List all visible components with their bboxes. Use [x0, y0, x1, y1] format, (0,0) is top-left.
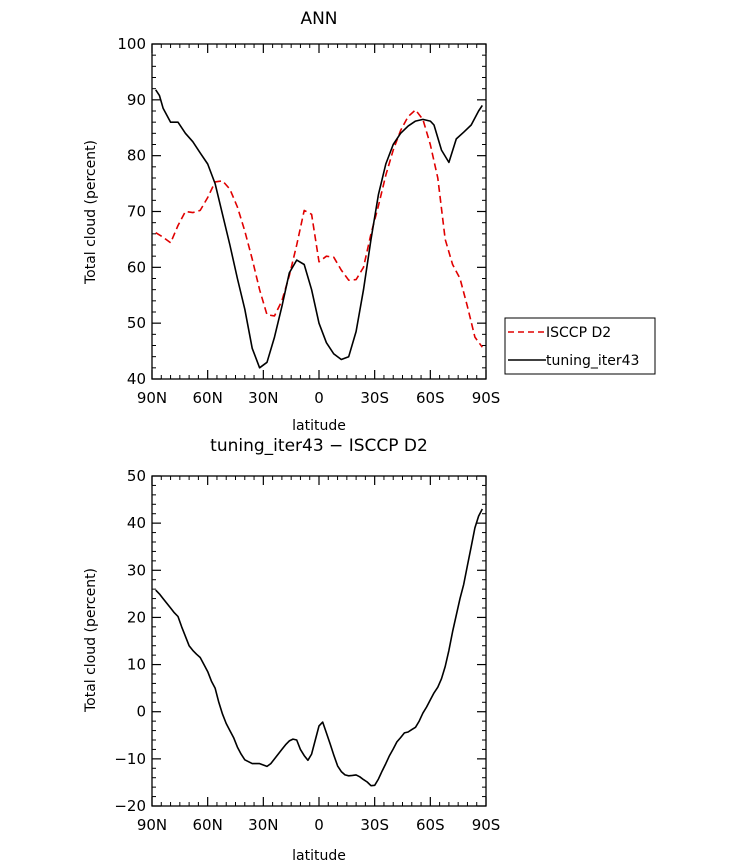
y-tick-label: −10 [114, 750, 146, 768]
legend-label-model: tuning_iter43 [546, 353, 639, 369]
y-tick-label: 60 [127, 258, 146, 276]
x-tick-label: 30S [360, 816, 389, 834]
y-axis-label: Total cloud (percent) [83, 140, 99, 285]
series-line-difference [155, 508, 484, 787]
series-line-isccp-d2 [155, 109, 483, 348]
plot-frame [151, 475, 487, 807]
panel-title: tuning_iter43 − ISCCP D2 [210, 436, 428, 456]
x-tick-label: 90S [472, 389, 501, 407]
y-tick-label: 40 [127, 514, 146, 532]
x-tick-label: 30S [360, 389, 389, 407]
legend-box [504, 317, 656, 375]
series-line-tuning-iter43 [155, 89, 483, 369]
y-tick-label: 50 [127, 314, 146, 332]
x-tick-label: 60N [193, 389, 223, 407]
x-axis-label: latitude [292, 848, 346, 864]
x-tick-label: 0 [314, 816, 324, 834]
x-tick-label: 90N [137, 816, 167, 834]
y-tick-label: −20 [114, 797, 146, 815]
x-tick-label: 30N [248, 389, 278, 407]
y-tick-label: 20 [127, 608, 146, 626]
legend-label-isccp: ISCCP D2 [546, 325, 611, 341]
y-axis-label: Total cloud (percent) [83, 568, 99, 713]
x-tick-label: 60S [416, 389, 445, 407]
y-tick-label: 10 [127, 656, 146, 674]
y-tick-label: 100 [117, 35, 146, 53]
y-tick-label: 80 [127, 147, 146, 165]
y-tick-label: 30 [127, 561, 146, 579]
x-tick-label: 90N [137, 389, 167, 407]
x-tick-label: 30N [248, 816, 278, 834]
y-tick-label: 40 [127, 370, 146, 388]
y-tick-label: 0 [136, 703, 146, 721]
x-tick-label: 0 [314, 389, 324, 407]
x-tick-label: 60S [416, 816, 445, 834]
x-tick-label: 60N [193, 816, 223, 834]
panel-annual-cloud: ANN latitude Total cloud (percent) 90N 60… [83, 9, 500, 434]
x-tick-label: 90S [472, 816, 501, 834]
y-tick-label: 90 [127, 91, 146, 109]
x-axis-label: latitude [292, 418, 346, 434]
legend: ISCCP D2 tuning_iter43 [504, 317, 656, 375]
y-tick-label: 70 [127, 203, 146, 221]
panel-title: ANN [300, 9, 337, 29]
plot-frame [151, 43, 487, 380]
panel-difference: tuning_iter43 − ISCCP D2 latitude Total … [83, 436, 500, 864]
y-tick-label: 50 [127, 467, 146, 485]
